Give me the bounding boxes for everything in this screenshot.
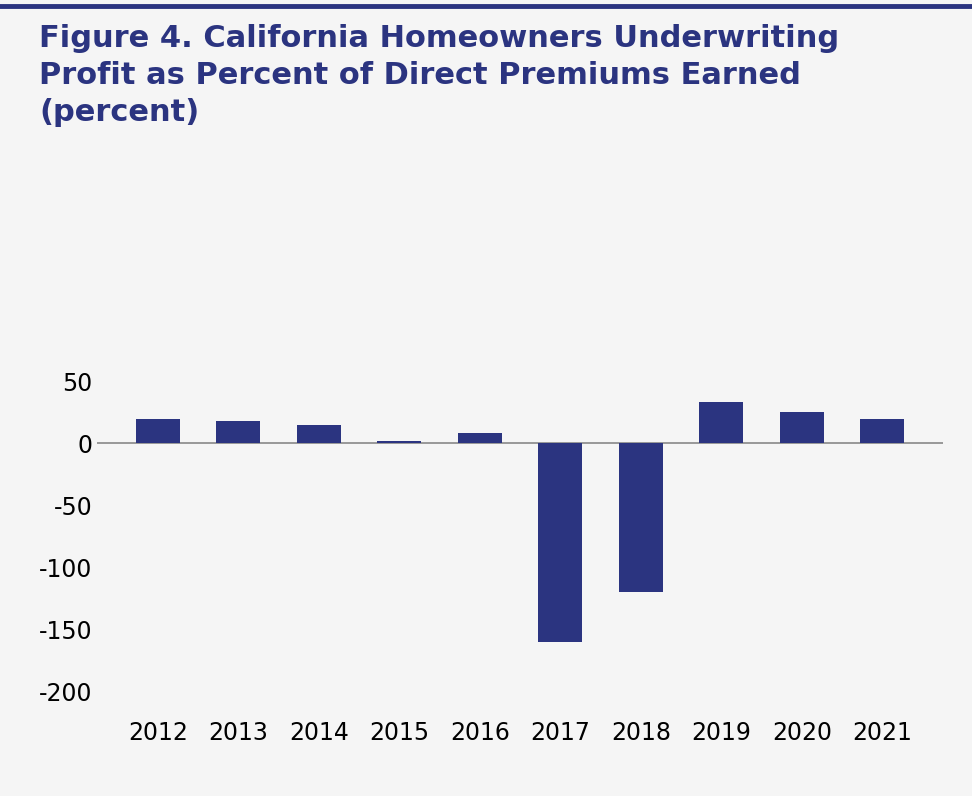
- Bar: [780, 412, 824, 443]
- Bar: [699, 402, 744, 443]
- Bar: [296, 425, 341, 443]
- Bar: [618, 443, 663, 592]
- Bar: [136, 419, 180, 443]
- Text: Figure 4. California Homeowners Underwriting
Profit as Percent of Direct Premium: Figure 4. California Homeowners Underwri…: [39, 24, 839, 127]
- Bar: [377, 441, 422, 443]
- Bar: [538, 443, 582, 642]
- Bar: [458, 433, 502, 443]
- Bar: [216, 421, 260, 443]
- Bar: [860, 419, 904, 443]
